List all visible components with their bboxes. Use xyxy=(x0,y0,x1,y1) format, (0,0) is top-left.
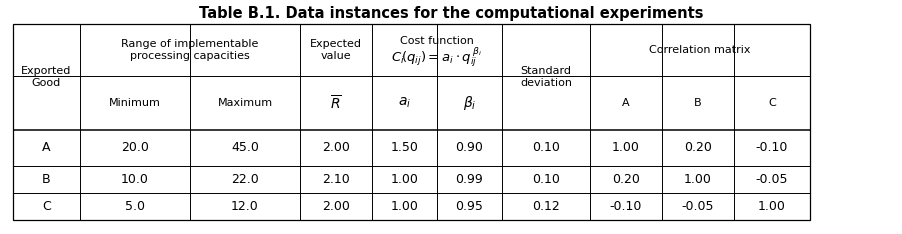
Text: 10.0: 10.0 xyxy=(121,173,149,186)
Text: -0.05: -0.05 xyxy=(682,200,714,213)
Text: -0.10: -0.10 xyxy=(610,200,642,213)
Text: 5.0: 5.0 xyxy=(125,200,145,213)
Text: Table B.1. Data instances for the computational experiments: Table B.1. Data instances for the comput… xyxy=(198,7,704,22)
Text: 20.0: 20.0 xyxy=(121,142,149,154)
Text: Correlation matrix: Correlation matrix xyxy=(649,45,750,55)
Text: A: A xyxy=(622,98,630,108)
Text: Standard
deviation: Standard deviation xyxy=(520,66,572,88)
Text: A: A xyxy=(42,142,51,154)
Text: 2.00: 2.00 xyxy=(322,142,350,154)
Text: 22.0: 22.0 xyxy=(231,173,259,186)
Bar xyxy=(13,24,810,220)
Text: 1.00: 1.00 xyxy=(391,200,419,213)
Text: 0.20: 0.20 xyxy=(684,142,712,154)
Text: 45.0: 45.0 xyxy=(231,142,259,154)
Text: Maximum: Maximum xyxy=(217,98,272,108)
Text: 0.95: 0.95 xyxy=(456,200,483,213)
Text: 0.10: 0.10 xyxy=(532,142,560,154)
Text: $a_i$: $a_i$ xyxy=(398,96,411,110)
Text: Minimum: Minimum xyxy=(109,98,161,108)
Text: 1.00: 1.00 xyxy=(758,200,786,213)
Text: 1.00: 1.00 xyxy=(391,173,419,186)
Text: 1.00: 1.00 xyxy=(684,173,712,186)
Text: 0.20: 0.20 xyxy=(612,173,640,186)
Text: 2.00: 2.00 xyxy=(322,200,350,213)
Text: 0.12: 0.12 xyxy=(532,200,560,213)
Text: Exported
Good: Exported Good xyxy=(22,66,71,88)
Text: Expected
value: Expected value xyxy=(310,39,362,61)
Text: B: B xyxy=(695,98,702,108)
Text: Range of implementable
processing capacities: Range of implementable processing capaci… xyxy=(121,39,259,61)
Text: $C_i\!\left(q_{ij}\right)=a_i\cdot q_{ij}^{\,\beta_i}$: $C_i\!\left(q_{ij}\right)=a_i\cdot q_{ij… xyxy=(391,45,483,69)
Text: 1.00: 1.00 xyxy=(612,142,640,154)
Text: C: C xyxy=(769,98,776,108)
Text: 12.0: 12.0 xyxy=(231,200,259,213)
Text: 2.10: 2.10 xyxy=(322,173,350,186)
Text: B: B xyxy=(42,173,51,186)
Text: Cost function: Cost function xyxy=(400,37,474,47)
Text: -0.05: -0.05 xyxy=(756,173,788,186)
Text: $\beta_i$: $\beta_i$ xyxy=(463,94,476,112)
Text: $\overline{R}$: $\overline{R}$ xyxy=(330,94,342,112)
Text: 1.50: 1.50 xyxy=(391,142,419,154)
Text: C: C xyxy=(42,200,51,213)
Text: 0.10: 0.10 xyxy=(532,173,560,186)
Text: 0.99: 0.99 xyxy=(456,173,483,186)
Text: 0.90: 0.90 xyxy=(456,142,483,154)
Text: -0.10: -0.10 xyxy=(756,142,788,154)
